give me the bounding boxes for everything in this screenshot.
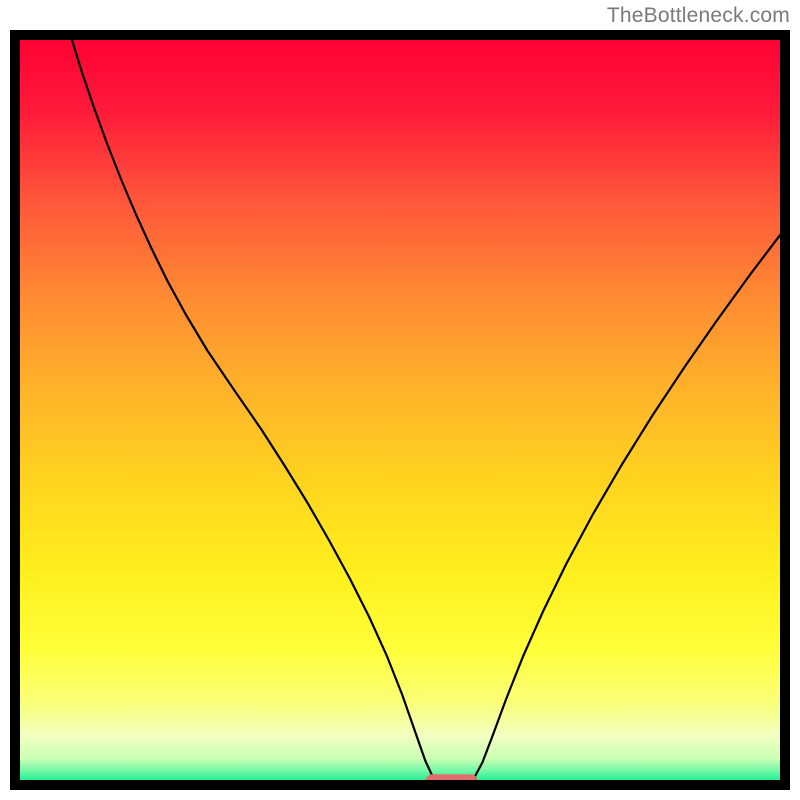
plot-background xyxy=(15,35,785,785)
watermark-text: TheBottleneck.com xyxy=(607,4,790,28)
chart-container: TheBottleneck.com xyxy=(0,0,800,800)
bottleneck-curve-chart xyxy=(0,0,800,800)
